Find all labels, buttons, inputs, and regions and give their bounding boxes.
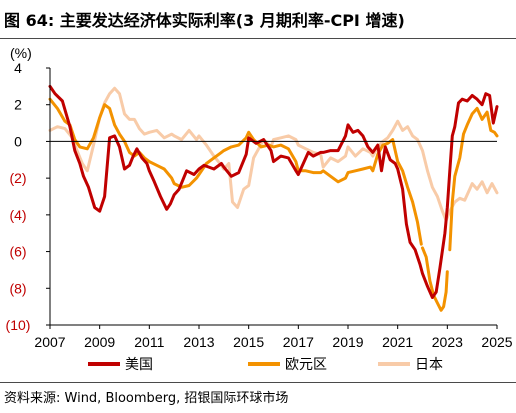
y-axis-unit-label: (%) — [10, 45, 32, 61]
y-tick-label: (8) — [9, 280, 26, 296]
source-divider — [0, 382, 516, 383]
y-tick-label: 4 — [14, 60, 22, 76]
legend-label: 美国 — [125, 356, 153, 372]
series-line-2 — [48, 97, 499, 312]
x-tick-label: 2025 — [481, 334, 512, 350]
x-tick-label: 2007 — [34, 334, 65, 350]
source-note: 资料来源: Wind, Bloomberg, 招银国际环球市场 — [4, 391, 289, 406]
x-tick-label: 2009 — [84, 334, 115, 350]
x-tick-label: 2011 — [134, 334, 164, 350]
axes — [46, 67, 497, 326]
legend-label: 欧元区 — [285, 356, 327, 372]
y-tick-label: (6) — [9, 244, 26, 260]
y-tick-label: (2) — [9, 170, 26, 186]
x-tick-label: 2017 — [283, 334, 314, 350]
x-tick-label: 2015 — [233, 334, 264, 350]
series-lines — [48, 84, 499, 312]
y-tick-label: 0 — [14, 133, 22, 149]
title-divider — [0, 38, 516, 39]
y-tick-label: (4) — [9, 207, 26, 223]
series-line-1 — [48, 84, 499, 299]
legend-label: 日本 — [415, 356, 443, 372]
x-tick-label: 2019 — [332, 334, 363, 350]
figure-title: 图 64: 主要发达经济体实际利率(3 月期利率-CPI 增速) — [4, 11, 405, 30]
series-line-3 — [48, 86, 499, 222]
y-axis-ticks: 4 2 0 (2) (4) (6) (8) (10) — [6, 60, 31, 333]
y-tick-label: (10) — [6, 317, 31, 333]
x-tick-label: 2021 — [382, 334, 413, 350]
legend: 美国 欧元区 日本 — [88, 356, 443, 372]
y-tick-label: 2 — [14, 97, 22, 113]
x-axis-ticks: 2007 2009 2011 2013 2015 2017 2019 2021 2023 2025 — [34, 325, 513, 350]
x-tick-label: 2023 — [432, 334, 463, 350]
x-tick-label: 2013 — [183, 334, 214, 350]
